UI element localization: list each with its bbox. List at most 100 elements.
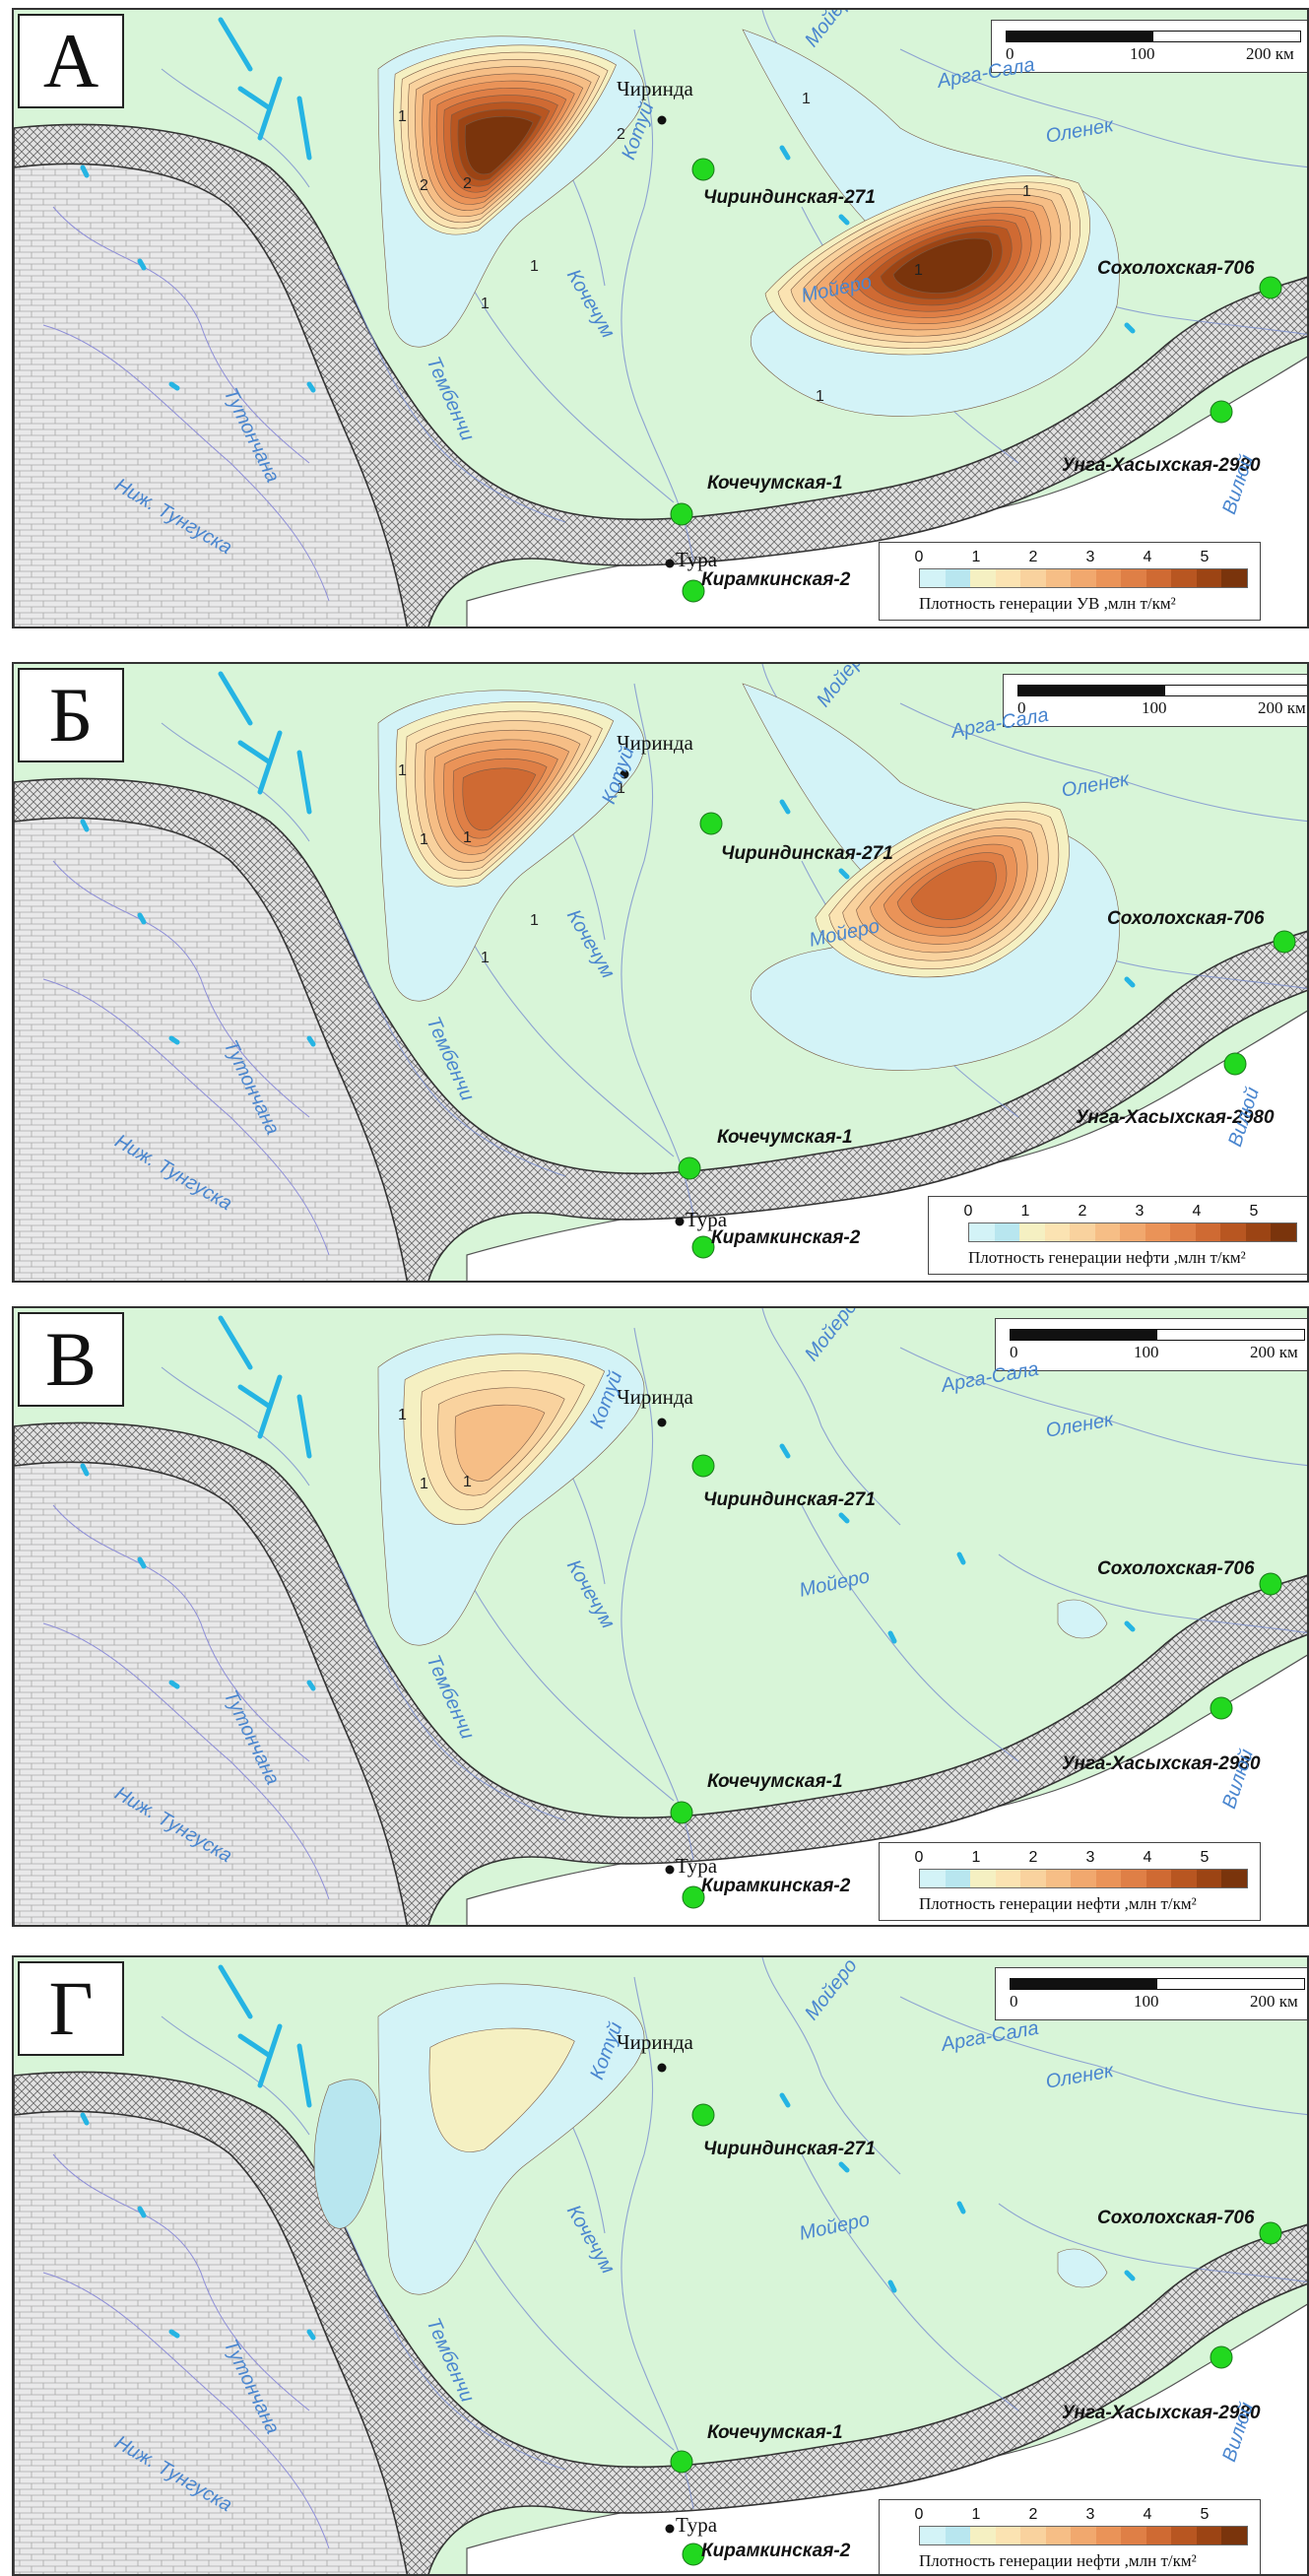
map-panel-2: 1 1 1 1 1 1 Б 0 100 200 км 0 1 2 3 4 5 Плотность генерац…: [12, 662, 1309, 1283]
map-panel-4: Г 0 100 200 км 0 1 2 3 4 5 Плотность генерации неф…: [12, 1955, 1309, 2576]
contour-label: 1: [398, 762, 407, 779]
legend-tick: 0: [914, 2506, 924, 2523]
settlement-dot-tura: [665, 1865, 675, 1875]
contour-label: 2: [617, 126, 625, 143]
settlement-label-chirinda: Чиринда: [617, 731, 693, 755]
well-label-kiramkinskaya: Кирамкинская-2: [701, 1876, 851, 1896]
settlement-label-tura: Тура: [686, 1208, 728, 1231]
legend-tick: 3: [1085, 1849, 1095, 1866]
legend-color-ramp: [919, 2526, 1248, 2545]
scale-tick: 200 км: [1250, 1343, 1298, 1361]
contour-label: 1: [1022, 183, 1031, 200]
well-label-chirindinskaya: Чириндинская-271: [721, 843, 893, 864]
legend-tick: 5: [1200, 2506, 1210, 2523]
scale-tick: 100: [1142, 698, 1167, 717]
map-panel-3: 1 1 1 В 0 100 200 км 0 1 2 3 4 5 Плотность генерации …: [12, 1306, 1309, 1927]
settlement-dot-tura: [675, 1217, 685, 1226]
well-label-unga: Унга-Хасыхская-2980: [1062, 455, 1261, 476]
well-marker-sokholokhskaya: [1259, 2221, 1282, 2245]
settlement-label-chirinda: Чиринда: [617, 2030, 693, 2054]
settlement-dot-chirinda: [657, 1418, 667, 1427]
legend-color-ramp: [968, 1222, 1297, 1242]
legend-tick: 5: [1200, 1849, 1210, 1866]
map-panel-1: 1 2 2 1 1 2 1 1 1 1 А 0 100 200 км 0 1 2 3 4 5 Плотность ген…: [12, 8, 1309, 628]
settlement-label-tura: Тура: [676, 2513, 718, 2537]
well-label-chirindinskaya: Чириндинская-271: [703, 2139, 876, 2159]
well-label-kochechumskaya: Кочечумская-1: [707, 473, 843, 494]
legend-tick: 2: [1078, 1203, 1087, 1220]
well-marker-unga: [1223, 1052, 1247, 1076]
legend-tick: 1: [1020, 1203, 1030, 1220]
legend-tick: 0: [914, 549, 924, 565]
settlement-label-chirinda: Чиринда: [617, 77, 693, 100]
legend-tick: 0: [914, 1849, 924, 1866]
legend-caption: Плотность генерации нефти ,млн т/км²: [968, 1248, 1246, 1267]
legend-tick: 1: [971, 549, 981, 565]
well-label-kiramkinskaya: Кирамкинская-2: [701, 569, 851, 590]
contour-label: 1: [530, 258, 539, 275]
well-label-sokholokhskaya: Сохолохская-706: [1097, 258, 1255, 279]
well-label-unga: Унга-Хасыхская-2980: [1062, 2403, 1261, 2423]
scale-tick: 100: [1134, 1992, 1159, 2011]
panel-letter: В: [18, 1312, 124, 1407]
settlement-label-tura: Тура: [676, 548, 718, 571]
well-label-sokholokhskaya: Сохолохская-706: [1107, 908, 1265, 929]
legend-tick: 2: [1028, 2506, 1038, 2523]
scale-tick: 200 км: [1258, 698, 1306, 717]
legend-tick: 2: [1028, 1849, 1038, 1866]
legend-tick: 4: [1143, 2506, 1152, 2523]
scale-tick: 100: [1134, 1343, 1159, 1361]
scale-tick: 200 км: [1246, 44, 1294, 63]
well-label-unga: Унга-Хасыхская-2980: [1062, 1753, 1261, 1774]
legend-tick: 2: [1028, 549, 1038, 565]
settlement-dot-chirinda: [657, 115, 667, 125]
legend-tick: 3: [1085, 2506, 1095, 2523]
well-marker-sokholokhskaya: [1273, 930, 1296, 954]
well-marker-chirindinskaya: [699, 812, 723, 835]
well-label-kochechumskaya: Кочечумская-1: [707, 2422, 843, 2443]
legend-tick: 4: [1143, 549, 1152, 565]
well-label-kochechumskaya: Кочечумская-1: [717, 1127, 853, 1148]
contour-label: 1: [463, 1474, 472, 1490]
scale-bar: 0 100 200 км: [995, 1318, 1307, 1371]
legend-tick: 3: [1085, 549, 1095, 565]
contour-label: 1: [463, 829, 472, 846]
legend-tick: 5: [1200, 549, 1210, 565]
well-marker-kiramkinskaya: [682, 1885, 705, 1909]
scale-bar: 0 100 200 км: [991, 20, 1307, 73]
well-marker-kochechumskaya: [670, 2450, 693, 2474]
well-marker-unga: [1210, 1696, 1233, 1720]
well-label-kochechumskaya: Кочечумская-1: [707, 1771, 843, 1792]
legend-caption: Плотность генерации нефти ,млн т/км²: [919, 2551, 1197, 2570]
well-label-chirindinskaya: Чириндинская-271: [703, 1489, 876, 1510]
scale-bar: 0 100 200 км: [995, 1967, 1307, 2020]
settlement-dot-chirinda: [657, 2063, 667, 2073]
contour-label: 2: [463, 175, 472, 192]
well-marker-kiramkinskaya: [691, 1235, 715, 1259]
panel-letter: А: [18, 14, 124, 108]
map-canvas: [14, 10, 1307, 627]
density-legend: 0 1 2 3 4 5 Плотность генерации нефти ,млн т/к…: [928, 1196, 1307, 1275]
contour-label: 1: [481, 296, 490, 312]
well-marker-sokholokhskaya: [1259, 276, 1282, 299]
scale-tick: 0: [1006, 44, 1014, 63]
well-label-chirindinskaya: Чириндинская-271: [703, 187, 876, 208]
well-marker-kochechumskaya: [678, 1156, 701, 1180]
density-legend: 0 1 2 3 4 5 Плотность генерации нефти ,млн т/к…: [879, 2499, 1261, 2574]
scale-tick: 200 км: [1250, 1992, 1298, 2011]
well-marker-chirindinskaya: [691, 1454, 715, 1478]
settlement-dot-chirinda: [620, 769, 629, 779]
scale-tick: 0: [1017, 698, 1026, 717]
contour-label: 1: [530, 912, 539, 929]
settlement-dot-tura: [665, 559, 675, 568]
contour-label: 1: [420, 1476, 428, 1492]
well-marker-sokholokhskaya: [1259, 1572, 1282, 1596]
well-marker-kiramkinskaya: [682, 579, 705, 603]
well-label-unga: Унга-Хасыхская-2980: [1076, 1107, 1275, 1128]
legend-caption: Плотность генерации нефти ,млн т/км²: [919, 1894, 1197, 1913]
contour-label: 2: [420, 177, 428, 194]
legend-color-ramp: [919, 568, 1248, 588]
legend-tick: 4: [1143, 1849, 1152, 1866]
contour-label: 1: [802, 91, 811, 107]
